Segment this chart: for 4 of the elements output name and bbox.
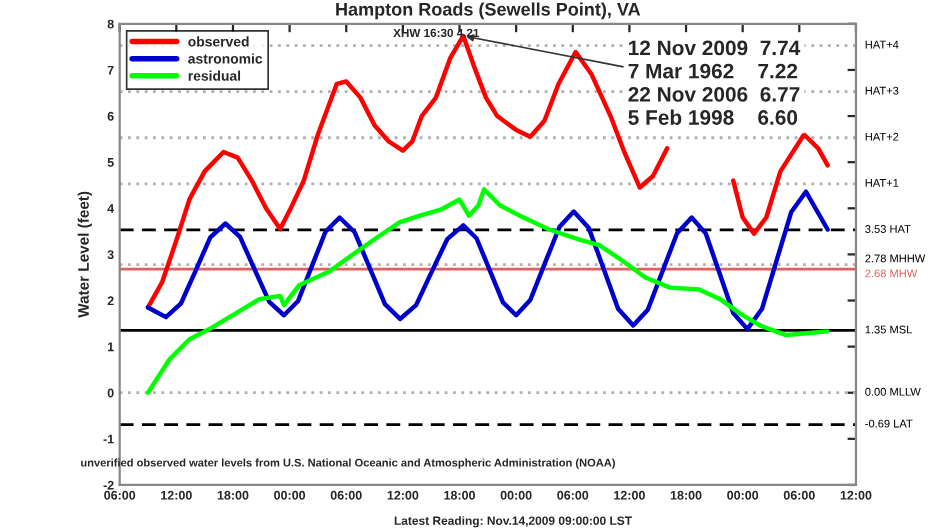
annotation: 12 Nov 2009 7.74 7 Mar 1962 7.22 22 Nov 2006 6.77 5 Feb 1998 6.60 <box>628 40 801 125</box>
line-series <box>145 187 830 395</box>
chart-title: Hampton Roads (Sewells Point), VA <box>336 2 641 20</box>
line-series <box>145 189 830 332</box>
